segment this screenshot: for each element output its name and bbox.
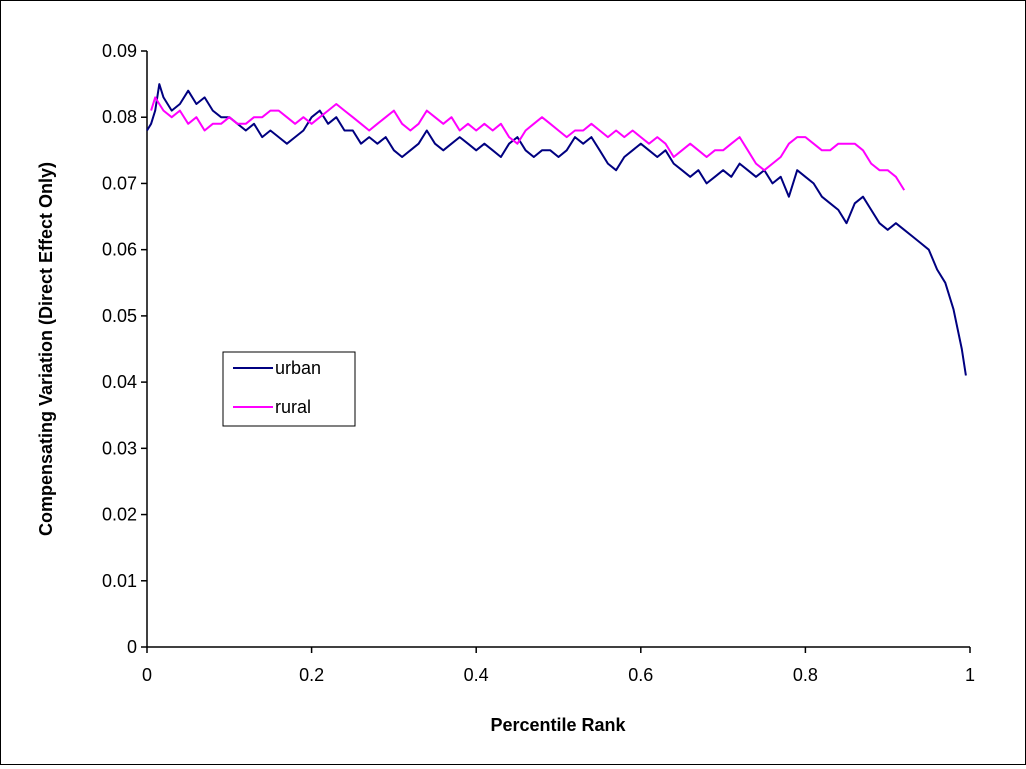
x-tick-label: 0: [142, 665, 152, 685]
y-axis-title: Compensating Variation (Direct Effect On…: [36, 162, 56, 536]
legend-box: [222, 351, 356, 427]
y-tick-label: 0.09: [102, 41, 137, 61]
x-tick-label: 0.6: [628, 665, 653, 685]
y-tick-label: 0: [127, 637, 137, 657]
y-tick-label: 0.01: [102, 571, 137, 591]
x-axis-title: Percentile Rank: [490, 715, 626, 735]
y-tick-label: 0.04: [102, 372, 137, 392]
y-tick-label: 0.07: [102, 173, 137, 193]
y-tick-label: 0.02: [102, 505, 137, 525]
x-tick-label: 1: [965, 665, 975, 685]
x-tick-label: 0.4: [464, 665, 489, 685]
y-tick-label: 0.08: [102, 107, 137, 127]
legend-label-rural: rural: [275, 397, 311, 417]
y-tick-label: 0.06: [102, 240, 137, 260]
legend: urban rural: [222, 351, 356, 427]
y-ticks: 0 0.01 0.02 0.03 0.04 0.05 0.06 0.07 0.08 0.09: [102, 41, 147, 657]
series-group: [146, 83, 967, 376]
x-tick-label: 0.2: [299, 665, 324, 685]
legend-label-urban: urban: [275, 358, 321, 378]
series-line-rural: [150, 96, 906, 191]
y-tick-label: 0.05: [102, 306, 137, 326]
series-line-urban: [146, 83, 967, 376]
y-tick-label: 0.03: [102, 438, 137, 458]
x-tick-label: 0.8: [793, 665, 818, 685]
x-ticks: 0 0.2 0.4 0.6 0.8 1: [142, 647, 975, 685]
